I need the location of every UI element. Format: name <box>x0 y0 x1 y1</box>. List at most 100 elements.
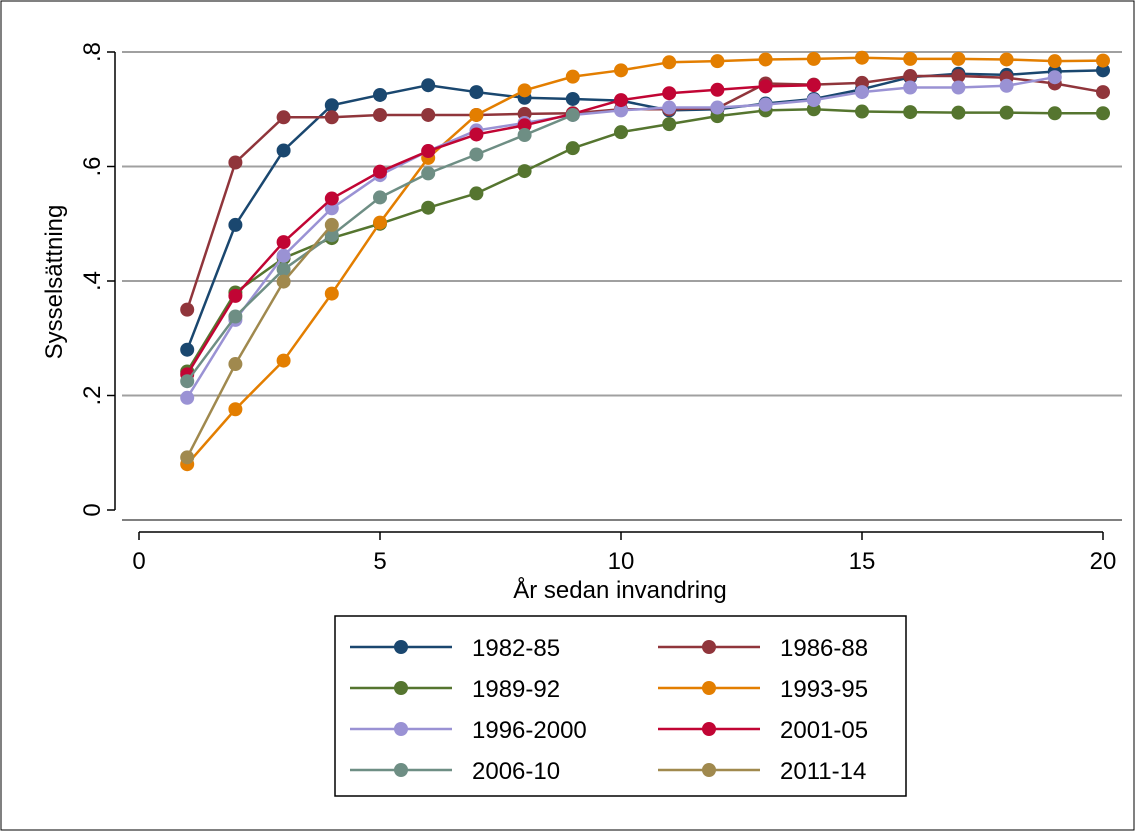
data-point <box>517 128 532 143</box>
data-point <box>855 104 869 119</box>
x-tick-label: 10 <box>608 548 635 575</box>
legend-item: 2006-10 <box>350 758 560 785</box>
data-point <box>324 286 339 301</box>
data-point <box>469 85 484 100</box>
data-point <box>1047 70 1062 85</box>
legend-item: 2011-14 <box>658 758 866 785</box>
data-point <box>324 201 339 216</box>
data-point <box>228 155 243 170</box>
data-point <box>228 288 243 303</box>
data-point <box>903 69 918 84</box>
y-axis-title: Sysselsättning <box>41 205 68 360</box>
data-point <box>758 52 773 67</box>
legend-swatch-marker <box>702 681 716 695</box>
legend-label: 2006-10 <box>472 758 560 785</box>
data-point <box>324 228 339 243</box>
legend-swatch-marker <box>702 763 716 777</box>
x-tick-label: 5 <box>373 548 386 575</box>
data-point <box>662 117 677 132</box>
legend-item: 1982-85 <box>350 635 560 662</box>
data-point <box>951 69 966 84</box>
series-2006-10 <box>180 107 580 389</box>
series-line <box>186 56 1104 466</box>
data-point <box>276 110 291 125</box>
data-point <box>517 83 532 98</box>
data-point <box>469 147 484 162</box>
data-point <box>662 100 677 115</box>
legend-swatch-marker <box>394 640 408 654</box>
data-point <box>276 248 291 263</box>
data-point <box>710 54 725 69</box>
x-axis-title: År sedan invandring <box>513 576 726 604</box>
legend-item: 1993-95 <box>658 676 868 703</box>
legend-label: 1986-88 <box>780 635 868 662</box>
series-2011-14 <box>180 217 339 465</box>
legend-swatch-marker <box>394 763 408 777</box>
legend-swatch-marker <box>702 640 716 654</box>
legend-label: 2011-14 <box>780 758 866 785</box>
data-point <box>421 166 436 181</box>
data-point <box>517 118 532 133</box>
data-point <box>421 144 436 159</box>
legend-item: 1986-88 <box>658 635 868 662</box>
data-point <box>1047 54 1062 69</box>
data-point <box>324 217 339 232</box>
data-point <box>276 143 291 158</box>
data-point <box>662 55 677 70</box>
data-point <box>517 164 532 179</box>
data-point <box>1096 106 1110 121</box>
data-point <box>1096 85 1110 100</box>
legend-item: 1996-2000 <box>350 717 587 744</box>
data-point <box>903 105 918 120</box>
y-tick-label: 0 <box>79 503 106 516</box>
series-layer <box>180 50 1110 472</box>
data-point <box>710 82 725 97</box>
data-point <box>373 87 387 102</box>
y-tick-label: .2 <box>79 385 106 405</box>
series-line <box>186 108 1103 373</box>
data-point <box>469 127 484 142</box>
data-point <box>324 98 339 113</box>
data-point <box>180 390 195 405</box>
data-point <box>758 79 773 94</box>
data-point <box>228 217 243 232</box>
data-point <box>180 374 195 389</box>
legend-label: 1982-85 <box>472 635 560 662</box>
y-axis: 0 .2 .4 .6 .8 <box>79 42 116 517</box>
data-point <box>469 186 484 201</box>
data-point <box>469 107 484 122</box>
data-point <box>806 93 821 108</box>
data-point <box>855 50 869 65</box>
data-point <box>421 200 436 215</box>
x-tick-label: 20 <box>1090 548 1117 575</box>
data-point <box>999 105 1014 120</box>
legend-label: 1993-95 <box>780 676 868 703</box>
y-tick-label: .6 <box>79 156 106 176</box>
data-point <box>373 164 387 179</box>
data-point <box>276 353 291 368</box>
data-point <box>758 97 773 112</box>
data-point <box>662 86 677 101</box>
y-tick-label: .4 <box>79 271 106 291</box>
data-point <box>806 78 821 93</box>
data-point <box>951 80 966 95</box>
x-tick-label: 15 <box>849 548 876 575</box>
data-point <box>903 80 918 95</box>
data-point <box>806 51 821 66</box>
data-point <box>951 51 966 66</box>
data-point <box>276 274 291 289</box>
data-point <box>565 69 580 84</box>
series-1993-95 <box>180 50 1110 472</box>
data-point <box>373 215 387 230</box>
series-line <box>186 69 1104 351</box>
x-axis: 0 5 10 15 20 <box>132 531 1117 575</box>
data-point <box>373 190 387 205</box>
data-point <box>614 103 628 118</box>
data-point <box>180 450 195 465</box>
data-point <box>565 91 580 106</box>
data-point <box>565 141 580 156</box>
data-point <box>276 262 291 277</box>
legend-swatch-marker <box>702 722 716 736</box>
